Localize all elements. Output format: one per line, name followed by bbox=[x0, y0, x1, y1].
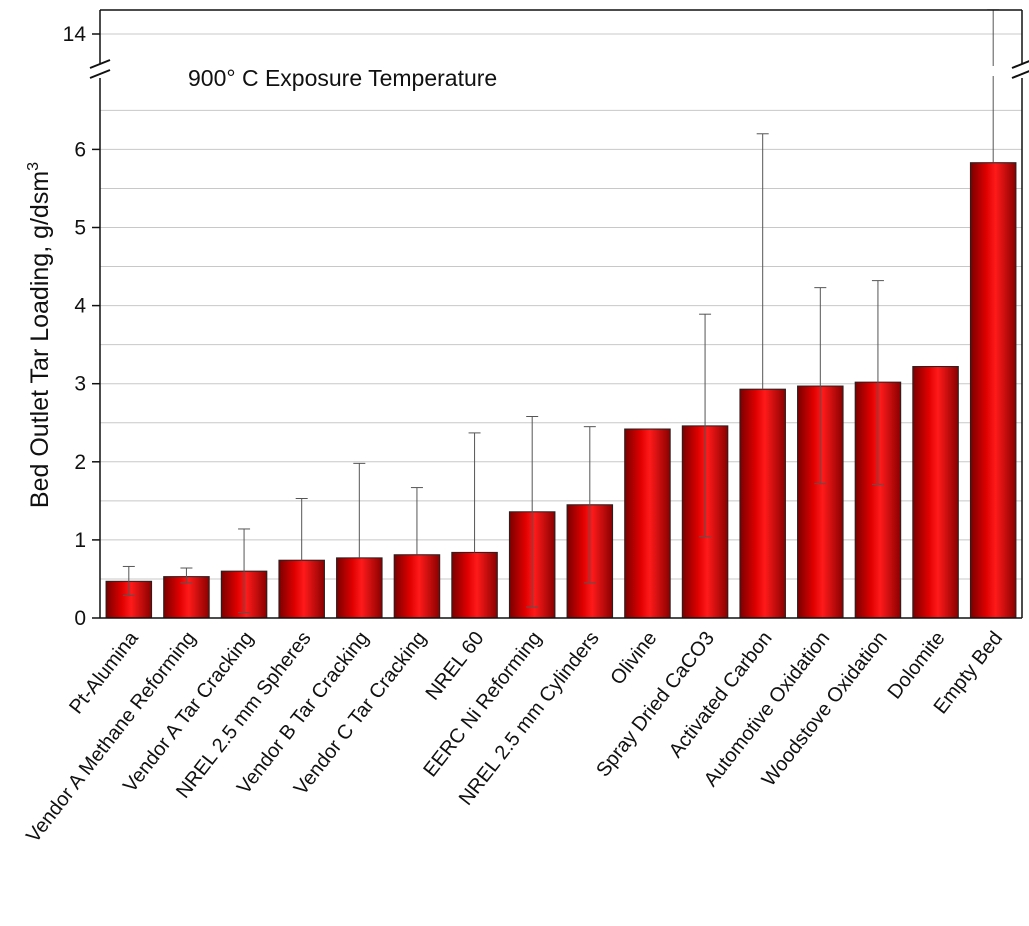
bar bbox=[739, 388, 786, 619]
y-tick-label: 0 bbox=[74, 607, 86, 630]
bar bbox=[393, 554, 441, 619]
gridlines bbox=[100, 33, 1022, 580]
axis-break-mark bbox=[89, 69, 111, 79]
y-tick-label: 5 bbox=[74, 217, 86, 240]
category-label: Olivine bbox=[606, 628, 661, 690]
y-tick-label: 14 bbox=[63, 23, 87, 46]
y-tick-label: 4 bbox=[74, 295, 86, 318]
axes: 0 1 2 3 4 5 6 14 bbox=[63, 9, 1029, 630]
bar bbox=[451, 551, 498, 619]
bar bbox=[624, 428, 671, 619]
axis-break-mark bbox=[89, 59, 111, 69]
bar bbox=[278, 559, 325, 619]
y-tick-label: 6 bbox=[74, 138, 86, 161]
y-axis-label-superscript: 3 bbox=[25, 162, 42, 171]
bars bbox=[105, 162, 1017, 619]
bar bbox=[912, 366, 959, 619]
bar bbox=[336, 557, 383, 619]
y-axis-label-text: Bed Outlet Tar Loading, g/dsm bbox=[26, 171, 54, 508]
axis-break-gap bbox=[90, 64, 110, 78]
bar bbox=[163, 576, 210, 619]
bar bbox=[969, 162, 1017, 619]
y-tick-label: 3 bbox=[74, 373, 86, 396]
y-axis-label: Bed Outlet Tar Loading, g/dsm3 bbox=[25, 162, 54, 508]
y-tick-label: 1 bbox=[74, 529, 86, 552]
y-tick-label: 2 bbox=[74, 451, 86, 474]
chart-annotation: 900° C Exposure Temperature bbox=[188, 65, 497, 91]
category-label: Activated Carbon bbox=[665, 628, 777, 762]
axis-break-gap bbox=[1012, 64, 1029, 78]
error-bars bbox=[122, 9, 1000, 614]
